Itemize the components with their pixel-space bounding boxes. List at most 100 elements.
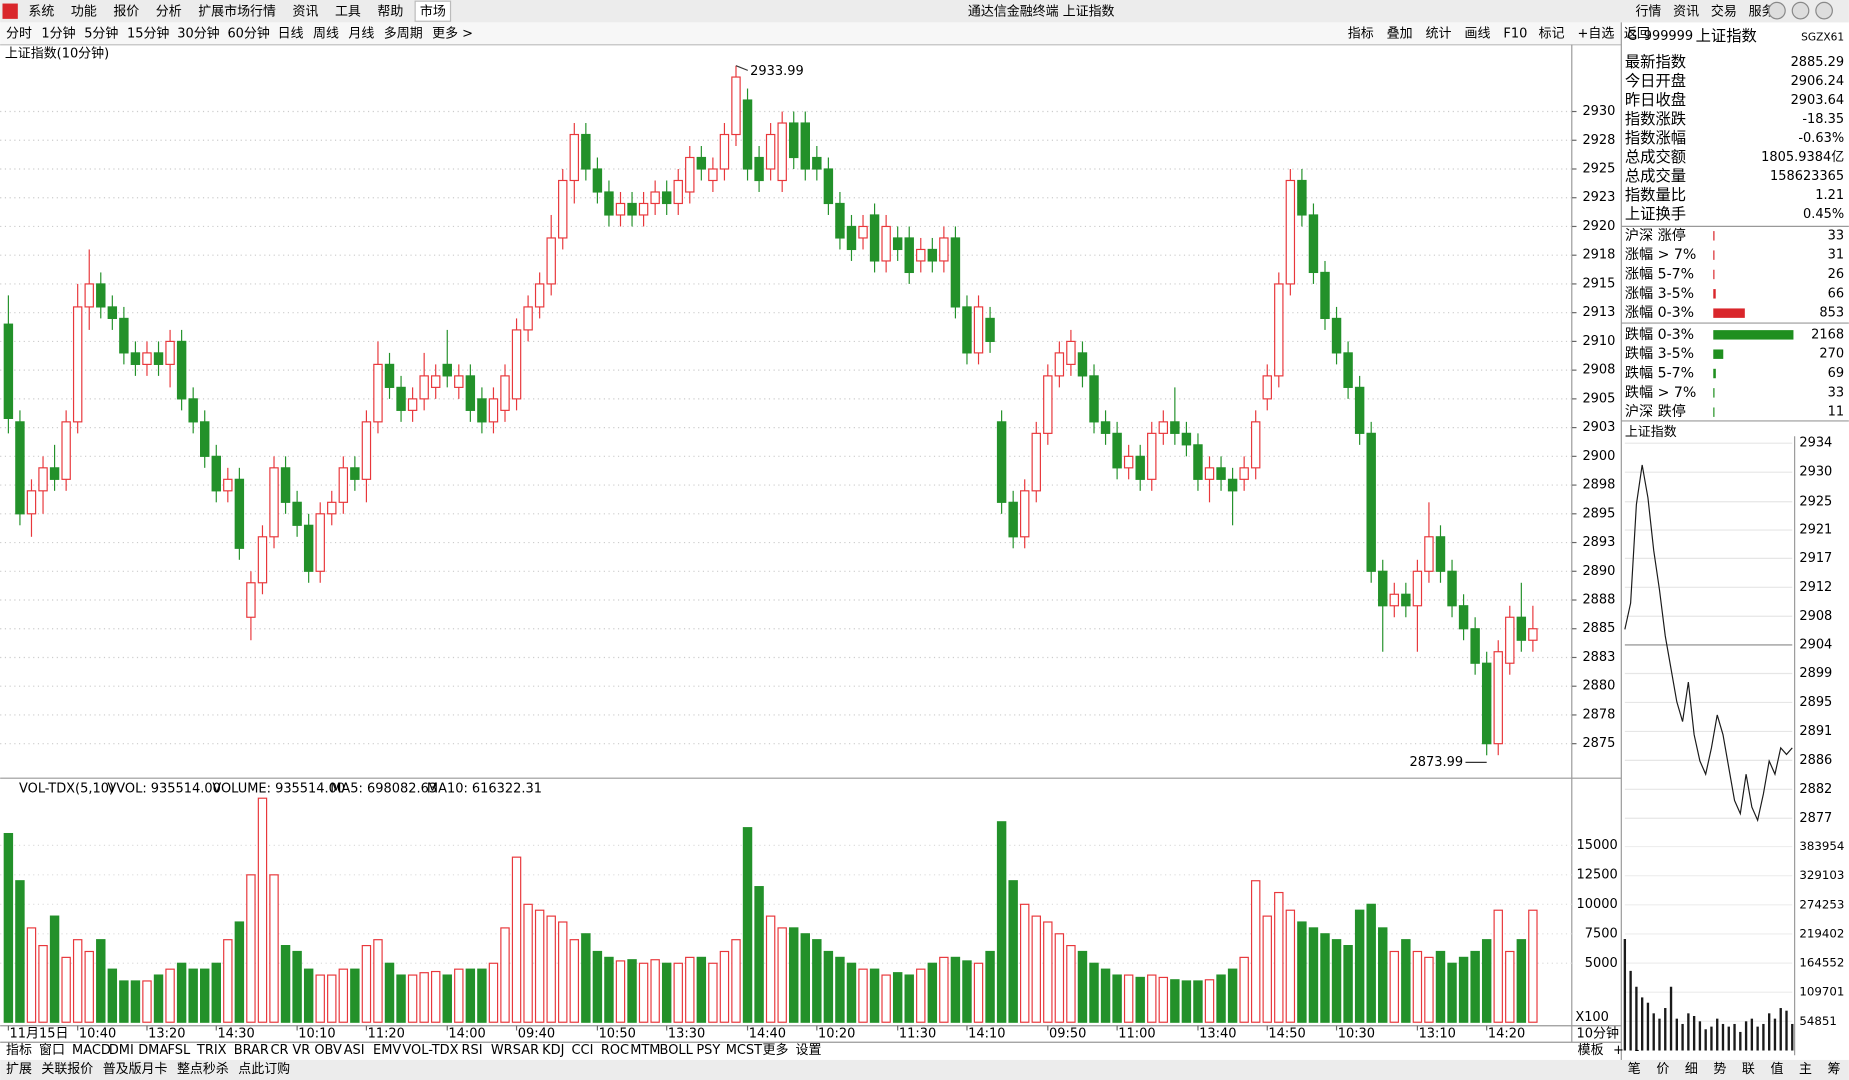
indicator-tab[interactable]: DMI <box>109 1043 134 1058</box>
panel-tab[interactable]: 笔 <box>1628 1061 1641 1077</box>
period-button[interactable]: 15分钟 <box>127 26 169 42</box>
period-more[interactable]: 更多 > <box>432 27 473 42</box>
indicator-tab[interactable]: MACD <box>72 1043 111 1058</box>
candle-body <box>26 490 37 515</box>
tool-button[interactable]: 统计 <box>1426 27 1452 42</box>
candle-body <box>1401 593 1411 607</box>
indicator-tab[interactable]: 指标 <box>6 1043 32 1058</box>
indicator-tab[interactable]: 窗口 <box>39 1042 65 1058</box>
tool-button[interactable]: 标记 <box>1539 27 1565 42</box>
zoom-button[interactable]: - <box>1635 1043 1640 1058</box>
tool-button[interactable]: 指标 <box>1348 27 1374 42</box>
tool-button[interactable]: 画线 <box>1465 27 1491 42</box>
status-item[interactable]: 点此订购 <box>238 1061 290 1077</box>
panel-tab[interactable]: 值 <box>1770 1061 1783 1077</box>
top-button[interactable]: 资讯 <box>1673 4 1699 19</box>
breadth-bar <box>1713 231 1715 241</box>
candle-body <box>569 133 580 182</box>
status-item[interactable]: 扩展 <box>6 1062 32 1077</box>
period-button[interactable]: 1分钟 <box>41 26 75 42</box>
indicator-tab[interactable]: 更多 <box>763 1043 789 1058</box>
indicator-tab[interactable]: OBV <box>314 1043 342 1058</box>
stat-value: 1.21 <box>1815 188 1844 203</box>
volume-bar <box>142 980 152 1023</box>
menu-item[interactable]: 分析 <box>156 4 182 19</box>
top-button[interactable]: 服务 <box>1749 3 1775 19</box>
y-tick-label: 109701 <box>1799 985 1844 999</box>
panel-tab[interactable]: 细 <box>1685 1062 1698 1077</box>
candle-body <box>1100 421 1111 434</box>
window-control[interactable] <box>1791 1 1810 20</box>
candle-body <box>1227 478 1238 492</box>
menu-item[interactable]: 市场 <box>420 3 446 19</box>
window-control[interactable] <box>1768 1 1786 20</box>
candle-body <box>269 467 279 538</box>
panel-tab[interactable]: 势 <box>1713 1061 1726 1077</box>
status-item[interactable]: 关联报价 <box>41 1062 93 1077</box>
period-button[interactable]: 月线 <box>348 27 374 42</box>
indicator-tab[interactable]: CR <box>270 1043 288 1058</box>
panel-tab[interactable]: 筹 <box>1828 1061 1841 1077</box>
tool-button[interactable]: 返回 <box>1624 27 1650 42</box>
indicator-tab[interactable]: MCST <box>726 1043 762 1058</box>
indicator-tab[interactable]: CCI <box>571 1043 593 1058</box>
period-button[interactable]: 分时 <box>6 27 32 42</box>
indicator-tab[interactable]: KDJ <box>542 1043 564 1058</box>
indicator-tab[interactable]: ROC <box>601 1043 629 1058</box>
candle-body <box>1239 467 1249 480</box>
template-button[interactable]: 模板 <box>1578 1043 1604 1058</box>
top-button[interactable]: 交易 <box>1711 3 1737 19</box>
menu-item[interactable]: 报价 <box>113 4 139 19</box>
volume-bar <box>419 972 429 1023</box>
indicator-tab[interactable]: TRIX <box>196 1043 227 1058</box>
indicator-name: VOL-TDX(5,10) <box>19 781 114 796</box>
x-tick-label: 10:30 <box>1338 1027 1375 1042</box>
indicator-tab[interactable]: VOL-TDX <box>402 1043 458 1058</box>
volume-bar <box>1320 933 1330 1023</box>
candle-body <box>719 133 730 170</box>
menu-item[interactable]: 扩展市场行情 <box>198 3 276 19</box>
tool-button[interactable]: +自选 <box>1578 27 1615 42</box>
tool-button[interactable]: F10 <box>1503 27 1527 42</box>
window-control[interactable] <box>1815 1 1833 20</box>
quote-prefix: G <box>1627 29 1637 44</box>
indicator-tab[interactable]: DMA <box>138 1043 168 1058</box>
indicator-tab[interactable]: WR <box>491 1043 513 1058</box>
menu-item[interactable]: 资讯 <box>293 4 319 19</box>
status-item[interactable]: 普及版月卡 <box>103 1062 168 1077</box>
indicator-tab[interactable]: BOLL <box>660 1043 694 1058</box>
indicator-tab[interactable]: VR <box>292 1043 310 1058</box>
y-tick-label: 54851 <box>1799 1014 1836 1028</box>
indicator-tab[interactable]: BRAR <box>234 1043 269 1058</box>
indicator-tab[interactable]: EMV <box>373 1043 401 1058</box>
period-button[interactable]: 5分钟 <box>84 26 118 42</box>
panel-tab[interactable]: 主 <box>1799 1062 1812 1077</box>
stat-label: 总成交额 <box>1625 148 1686 166</box>
top-button[interactable]: 行情 <box>1635 4 1661 19</box>
panel-tab[interactable]: 联 <box>1742 1062 1755 1077</box>
indicator-tab[interactable]: 设置 <box>796 1043 822 1058</box>
menu-item[interactable]: 工具 <box>335 4 361 19</box>
indicator-tab[interactable]: MTM <box>630 1043 660 1058</box>
candle-body <box>338 467 349 503</box>
indicator-tab[interactable]: SAR <box>513 1043 539 1058</box>
volume-bar <box>534 909 545 1023</box>
menu-item[interactable]: 功能 <box>71 4 97 19</box>
period-button[interactable]: 日线 <box>278 27 304 42</box>
candle-body <box>1320 271 1330 320</box>
menu-item[interactable]: 系统 <box>28 4 54 19</box>
indicator-tab[interactable]: PSY <box>696 1043 720 1058</box>
indicator-tab[interactable]: ASI <box>344 1043 365 1058</box>
panel-tab[interactable]: 价 <box>1656 1062 1669 1077</box>
zoom-button[interactable]: + <box>1613 1043 1624 1058</box>
period-button[interactable]: 周线 <box>313 27 339 42</box>
status-item[interactable]: 整点秒杀 <box>177 1062 229 1077</box>
period-button[interactable]: 60分钟 <box>227 26 269 42</box>
period-button[interactable]: 30分钟 <box>177 26 219 42</box>
tool-button[interactable]: 叠加 <box>1387 27 1413 42</box>
indicator-tab[interactable]: RSI <box>461 1043 482 1058</box>
menu-item[interactable]: 帮助 <box>377 4 403 19</box>
candle-body <box>1447 570 1457 607</box>
period-button[interactable]: 多周期 <box>384 27 423 42</box>
indicator-tab[interactable]: FSL <box>168 1043 191 1058</box>
